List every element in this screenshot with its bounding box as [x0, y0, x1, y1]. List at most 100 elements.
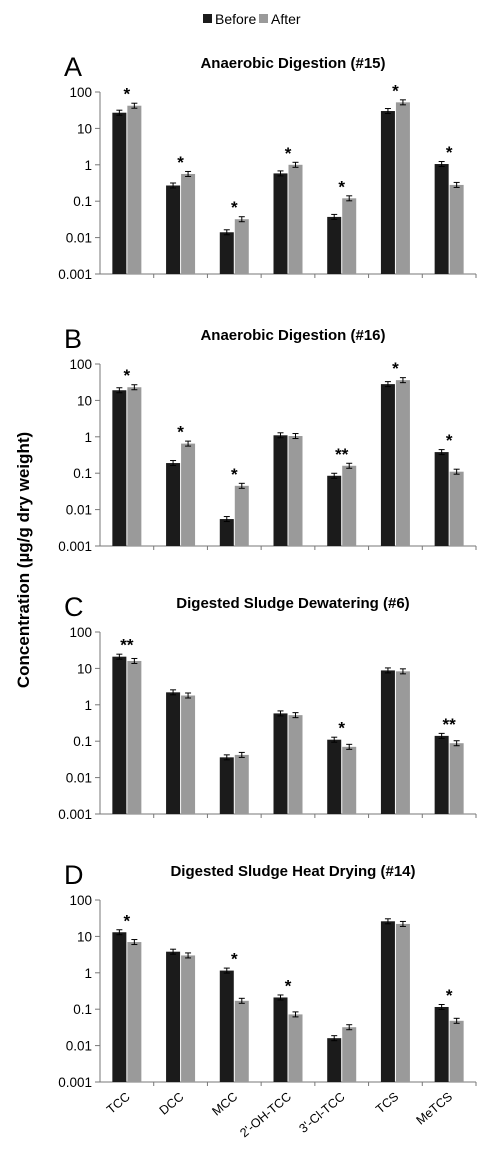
bar-before-6	[434, 164, 449, 274]
y-tick-label: 0.1	[73, 1002, 92, 1017]
legend-label-before: Before	[215, 11, 256, 27]
y-tick-label: 0.01	[66, 503, 92, 518]
bar-after-2	[234, 485, 249, 546]
y-tick-label: 0.001	[58, 1075, 92, 1090]
panels: A Anaerobic Digestion (#15) 100 10 1 0.1 0.01 0…	[58, 52, 477, 1140]
bar-before-4	[327, 216, 342, 274]
y-tick-label: 0.001	[58, 807, 92, 822]
bar-after-6	[449, 743, 464, 814]
bar-after-0	[127, 105, 142, 275]
bar-before-0	[112, 656, 127, 814]
bar-after-1	[181, 695, 196, 814]
bar-after-5	[395, 671, 410, 814]
y-tick-label: 10	[77, 393, 92, 408]
bar-after-4	[342, 465, 357, 546]
x-category-label: 3'-Cl-TCC	[296, 1090, 347, 1136]
bar-before-1	[166, 463, 181, 546]
bar-before-1	[166, 951, 181, 1082]
bar-after-6	[449, 184, 464, 274]
legend-label-after: After	[271, 11, 301, 27]
legend-swatch-after	[259, 14, 268, 23]
y-tick-label: 1	[84, 698, 92, 713]
bar-before-0	[112, 932, 127, 1082]
bar-after-2	[234, 754, 249, 814]
significance-marker: *	[177, 423, 184, 442]
panel-letter: D	[64, 860, 84, 890]
bar-after-5	[395, 380, 410, 546]
significance-marker: *	[124, 85, 131, 104]
panel-title: Digested Sludge Dewatering (#6)	[176, 595, 409, 612]
bar-before-6	[434, 735, 449, 814]
bar-after-1	[181, 173, 196, 274]
bar-after-3	[288, 164, 303, 274]
bar-after-4	[342, 1027, 357, 1082]
y-tick-label: 100	[69, 625, 92, 640]
bar-after-0	[127, 387, 142, 546]
significance-marker: **	[120, 636, 134, 655]
bar-before-6	[434, 452, 449, 546]
significance-marker: *	[124, 366, 131, 385]
x-category-label: MCC	[209, 1090, 240, 1119]
x-category-label: TCS	[373, 1090, 401, 1117]
x-category-label: TCC	[104, 1090, 133, 1117]
y-tick-label: 0.01	[66, 231, 92, 246]
bar-before-5	[380, 670, 395, 814]
y-tick-label: 0.1	[73, 734, 92, 749]
significance-marker: *	[392, 359, 399, 378]
bar-after-6	[449, 471, 464, 546]
significance-marker: **	[443, 715, 457, 734]
y-tick-label: 0.01	[66, 1039, 92, 1054]
significance-marker: *	[285, 976, 292, 995]
panel-letter: A	[64, 52, 82, 82]
panel-title: Digested Sludge Heat Drying (#14)	[170, 863, 415, 880]
bar-before-3	[273, 997, 288, 1082]
y-tick-label: 100	[69, 85, 92, 100]
significance-marker: *	[231, 950, 238, 969]
y-tick-label: 0.01	[66, 771, 92, 786]
x-category-label: DCC	[157, 1090, 187, 1118]
bar-before-5	[380, 921, 395, 1082]
bar-before-2	[219, 970, 234, 1082]
bar-after-3	[288, 715, 303, 814]
bar-before-2	[219, 232, 234, 274]
panel-title: Anaerobic Digestion (#15)	[200, 55, 385, 72]
x-category-label: MeTCS	[414, 1090, 455, 1128]
bar-before-3	[273, 435, 288, 546]
bar-before-0	[112, 112, 127, 274]
y-tick-label: 100	[69, 357, 92, 372]
significance-marker: *	[338, 719, 345, 738]
y-axis-label: Concentration (µg/g dry weight)	[14, 432, 33, 688]
bar-after-2	[234, 219, 249, 274]
significance-marker: *	[124, 911, 131, 930]
bar-before-1	[166, 692, 181, 814]
y-tick-label: 10	[77, 121, 92, 136]
bar-after-5	[395, 102, 410, 274]
bar-before-0	[112, 390, 127, 546]
y-tick-label: 1	[84, 430, 92, 445]
bar-after-1	[181, 955, 196, 1082]
bar-before-5	[380, 111, 395, 275]
bar-after-4	[342, 746, 357, 814]
bar-before-4	[327, 739, 342, 814]
chart-panel-D: D Digested Sludge Heat Drying (#14) 100 10 1…	[58, 860, 477, 1140]
panel-letter: B	[64, 324, 82, 354]
bar-before-2	[219, 757, 234, 814]
y-tick-label: 1	[84, 966, 92, 981]
y-tick-label: 100	[69, 893, 92, 908]
legend: Before After	[203, 11, 301, 27]
chart-panel-A: A Anaerobic Digestion (#15) 100 10 1 0.1 0.01 0…	[58, 52, 477, 282]
bar-before-3	[273, 713, 288, 814]
bar-after-1	[181, 443, 196, 546]
significance-marker: *	[392, 81, 399, 100]
bar-after-3	[288, 1014, 303, 1082]
bar-before-5	[380, 384, 395, 546]
bar-before-2	[219, 519, 234, 546]
bar-before-4	[327, 1038, 342, 1082]
significance-marker: *	[177, 153, 184, 172]
chart-panel-B: B Anaerobic Digestion (#16) 100 10 1 0.1 0.01 0…	[58, 324, 477, 554]
bar-before-3	[273, 173, 288, 274]
bar-after-4	[342, 198, 357, 274]
significance-marker: *	[446, 986, 453, 1005]
y-tick-label: 0.1	[73, 466, 92, 481]
